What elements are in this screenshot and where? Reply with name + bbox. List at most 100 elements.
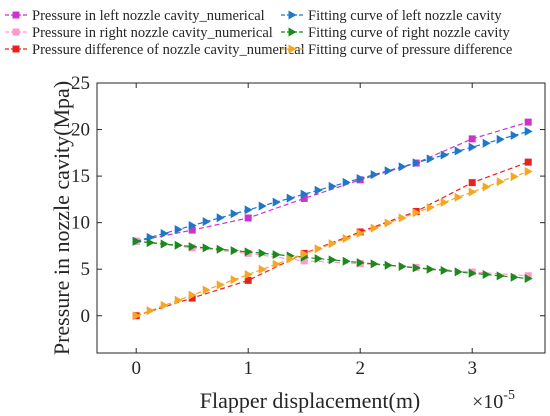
data-point — [216, 280, 225, 290]
x-tick-label: 0 — [131, 358, 141, 379]
legend-marker — [288, 27, 297, 37]
data-point — [272, 250, 281, 260]
x-multiplier: ×10-5 — [472, 388, 515, 413]
legend-item: Pressure in right nozzle cavity_numerica… — [5, 25, 273, 41]
series-6 — [132, 166, 533, 321]
plot-area — [96, 82, 546, 354]
legend-label: Pressure in right nozzle cavity_numerica… — [32, 25, 273, 41]
data-point — [160, 228, 169, 238]
legend: Pressure in left nozzle cavity_numerical… — [5, 8, 512, 58]
data-point — [258, 264, 267, 274]
data-point — [482, 270, 491, 280]
legend-marker — [12, 45, 20, 53]
data-point — [412, 208, 421, 218]
x-tick-label: 2 — [355, 358, 365, 379]
data-point — [244, 270, 253, 280]
data-point — [300, 257, 308, 265]
legend-item: Pressure in left nozzle cavity_numerical — [5, 8, 265, 24]
legend-marker — [288, 44, 297, 54]
y-tick-label: 20 — [71, 120, 90, 141]
x-multiplier-exponent: -5 — [503, 388, 515, 403]
axis-ticks: 0 1 2 3 0 5 10 15 20 25 — [71, 73, 545, 379]
legend-label: Fitting curve of left nozzle cavity — [308, 8, 502, 24]
data-point — [328, 181, 337, 191]
data-point — [510, 172, 519, 182]
data-point — [244, 247, 253, 257]
legend-item: Fitting curve of pressure difference — [281, 42, 512, 58]
data-point — [244, 214, 252, 222]
data-point — [370, 223, 379, 233]
data-point — [188, 226, 196, 234]
data-point — [300, 194, 308, 202]
x-tick-label: 1 — [243, 358, 253, 379]
data-point — [146, 238, 155, 248]
data-point — [524, 274, 533, 284]
data-point — [468, 268, 477, 278]
data-point — [468, 179, 476, 187]
data-point — [510, 130, 519, 140]
y-tick-label: 15 — [71, 166, 90, 187]
data-point — [160, 239, 169, 249]
data-point — [524, 126, 533, 136]
data-point — [398, 262, 407, 272]
data-point — [188, 290, 197, 300]
legend-label: Pressure in left nozzle cavity_numerical — [32, 8, 265, 24]
y-axis-label: Pressure in nozzle cavity(Mpa) — [49, 81, 74, 355]
data-point — [398, 213, 407, 223]
data-point — [510, 272, 519, 282]
y-tick-label: 5 — [81, 259, 91, 280]
data-point — [496, 134, 505, 144]
data-point — [216, 244, 225, 254]
data-point — [216, 213, 225, 223]
series-5 — [132, 236, 533, 284]
data-point — [356, 174, 365, 184]
data-point — [328, 239, 337, 249]
data-point — [230, 275, 239, 285]
data-point — [202, 285, 211, 295]
data-point — [356, 258, 365, 268]
y-tick-label: 25 — [71, 73, 90, 94]
legend-marker — [288, 10, 297, 20]
data-point — [440, 266, 449, 276]
data-point — [258, 248, 267, 258]
data-point — [370, 170, 379, 180]
data-point — [300, 189, 309, 199]
data-point — [496, 271, 505, 281]
legend-marker — [12, 11, 20, 19]
data-point — [300, 249, 309, 259]
data-point — [426, 202, 435, 212]
data-point — [384, 166, 393, 176]
x-axis-label: Flapper displacement(m) — [200, 388, 421, 413]
data-point — [440, 197, 449, 207]
data-point — [426, 264, 435, 274]
data-point — [468, 187, 477, 197]
data-point — [454, 146, 463, 156]
legend-item: Fitting curve of right nozzle cavity — [281, 25, 510, 41]
data-point — [384, 218, 393, 228]
data-point — [244, 276, 252, 284]
data-point — [286, 254, 295, 264]
data-point — [468, 142, 477, 152]
data-point — [272, 197, 281, 207]
series-line — [136, 240, 529, 277]
data-point — [398, 162, 407, 172]
x-multiplier-base: ×10 — [472, 391, 503, 413]
data-point — [146, 306, 155, 316]
data-point — [426, 154, 435, 164]
legend-item: Fitting curve of left nozzle cavity — [281, 8, 502, 24]
data-point — [160, 300, 169, 310]
legend-label: Fitting curve of pressure difference — [308, 42, 512, 58]
data-point — [412, 158, 421, 168]
data-point — [454, 192, 463, 202]
data-point — [412, 263, 421, 273]
legend-label: Pressure difference of nozzle cavity_num… — [32, 42, 305, 58]
data-point — [230, 209, 239, 219]
data-point — [440, 150, 449, 160]
data-point — [384, 260, 393, 270]
data-point — [328, 255, 337, 265]
data-point — [482, 182, 491, 192]
data-point — [174, 240, 183, 250]
data-point — [132, 236, 141, 246]
legend-marker — [12, 28, 20, 36]
